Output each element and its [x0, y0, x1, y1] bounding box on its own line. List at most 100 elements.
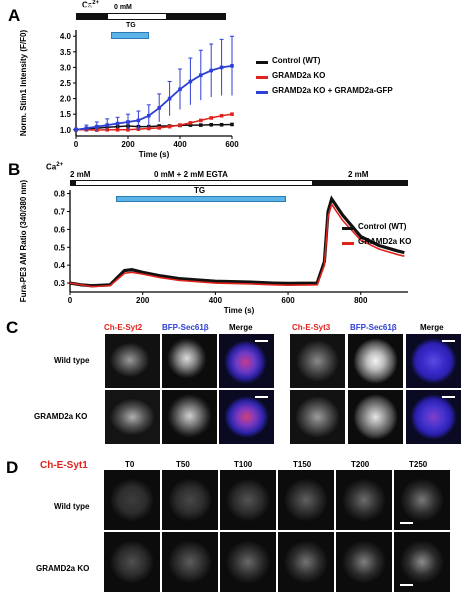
panel-d-t250-label: T250: [409, 460, 428, 469]
x-axis-title: Time (s): [139, 150, 170, 159]
y-tick-label: 0.4: [54, 261, 66, 270]
panel-a-bar-label-3: 2 mM: [175, 4, 193, 11]
data-point: [209, 122, 213, 127]
panel-a-bar-2mm-1: [76, 13, 107, 20]
panel-d-image-wt-t250: [394, 470, 450, 530]
panel-d-image-wt-t100: [220, 470, 276, 530]
data-point: [209, 68, 213, 73]
panel-d-scale-bar-wt: [400, 522, 413, 524]
data-point: [147, 126, 151, 131]
panel-c-row-wt: Wild type: [54, 356, 90, 365]
data-point: [188, 121, 193, 125]
data-point: [105, 123, 109, 127]
panel-a-bar-2mm-2: [167, 13, 226, 20]
panel-a-ca-label: Ca2+: [82, 0, 100, 10]
data-point: [147, 113, 151, 118]
data-point: [178, 123, 182, 127]
x-axis-title: Time (s): [224, 306, 255, 315]
y-tick-label: 1.0: [60, 126, 72, 135]
panel-c-label: C: [6, 318, 19, 337]
y-tick-label: 0.7: [54, 207, 66, 216]
data-point: [157, 124, 161, 128]
data-point: [115, 121, 120, 126]
panel-c-right-blue-header: BFP-Sec61β: [350, 323, 397, 332]
panel-b-label: B: [8, 160, 21, 179]
panel-a-bar-0mm: [107, 13, 167, 20]
legend-b-control: Control (WT): [342, 222, 462, 237]
y-tick-label: 3.0: [60, 63, 72, 72]
panel-d-image-ko-t250: [394, 532, 450, 592]
panel-c-wt-merge-right-image: [406, 334, 461, 388]
panel-a-legend: Control (WT) GRAMD2a KO GRAMD2a KO + GRA…: [256, 56, 466, 101]
series-line-1: [75, 123, 233, 131]
x-tick-label: 800: [354, 296, 368, 305]
panel-b-ca-label: Ca2+: [46, 162, 64, 172]
panel-c-ko-sec61-right-image: [348, 390, 403, 444]
legend-a-rescue: GRAMD2a KO + GRAMD2a-GFP: [256, 86, 466, 101]
panel-d-title: Ch-E-Syt1: [40, 460, 88, 471]
panel-a-bar-label-1: 2 mM: [78, 4, 96, 11]
panel-c-right-red-header: Ch-E-Syt3: [292, 323, 331, 332]
data-point: [188, 79, 193, 84]
panel-c-ko-syt3-image: [290, 390, 345, 444]
series-line-2: [76, 113, 233, 131]
panel-d-image-ko-t0: [104, 532, 160, 592]
panel-b-bar-label-1: 2 mM: [70, 170, 91, 179]
panel-c-ko-merge-image: [219, 390, 274, 444]
panel-a-chart: 0 200 400 600 1.0 1.5 2.0 2.5 3.0 3.5 4.0 Time (s) N…: [19, 30, 239, 159]
y-tick-label: 3.5: [60, 48, 72, 57]
series-line-2: [69, 202, 405, 288]
panel-c-wt-sec61-image: [162, 334, 217, 388]
y-tick-label: 0.6: [54, 225, 66, 234]
panel-d-label: D: [6, 458, 19, 477]
panel-c-left-merge-header: Merge: [229, 323, 253, 332]
panel-d-t0-label: T0: [125, 460, 135, 469]
data-point: [126, 120, 130, 124]
data-point: [167, 124, 172, 129]
legend-b-ko-swatch: [342, 242, 354, 245]
y-tick-label: 0.5: [54, 243, 66, 252]
legend-a-ko: GRAMD2a KO: [256, 71, 466, 86]
x-tick-label: 600: [281, 296, 295, 305]
data-point: [157, 106, 161, 110]
legend-b-control-label: Control (WT): [358, 222, 407, 231]
panel-c-ko-sec61-image: [162, 390, 217, 444]
panel-b-bar-label-3: 2 mM: [348, 170, 369, 179]
panel-b-tg-label: TG: [194, 186, 206, 195]
x-tick-label: 200: [121, 140, 135, 149]
panel-c-row-ko: GRAMD2a KO: [34, 412, 88, 421]
x-tick-label: 600: [225, 140, 239, 149]
data-point: [178, 87, 182, 92]
panel-b-ca-bar: [70, 180, 408, 186]
panel-d-image-wt-t150: [278, 470, 334, 530]
legend-a-control: Control (WT): [256, 56, 466, 71]
panel-d-image-wt-t0: [104, 470, 160, 530]
panel-b-bar-label-2: 0 mM + 2 mM EGTA: [154, 170, 228, 179]
data-point: [95, 124, 99, 129]
legend-a-rescue-swatch: [256, 91, 268, 94]
legend-b-control-swatch: [342, 227, 354, 230]
panel-d-scale-bar-ko: [400, 584, 413, 586]
panel-c-wt-sec61-right-image: [348, 334, 403, 388]
y-tick-label: 0.8: [54, 190, 66, 199]
legend-a-control-label: Control (WT): [272, 56, 321, 65]
data-point: [219, 113, 224, 118]
data-point: [209, 116, 213, 120]
panel-d-image-wt-t200: [336, 470, 392, 530]
x-tick-label: 400: [173, 140, 187, 149]
panel-d-t150-label: T150: [293, 460, 312, 469]
legend-a-control-swatch: [256, 61, 268, 64]
panel-a-tg-label: TG: [126, 22, 136, 29]
x-tick-label: 0: [68, 296, 73, 305]
data-point: [74, 127, 78, 132]
data-point: [136, 118, 141, 123]
series-line-3: [75, 64, 233, 131]
panel-c-wt-merge-image: [219, 334, 274, 388]
y-tick-label: 2.0: [60, 95, 72, 104]
data-point: [188, 123, 193, 127]
y-tick-label: 4.0: [60, 32, 72, 41]
legend-b-ko: GRAMD2a KO: [342, 237, 462, 252]
panel-c-left-red-header: Ch-E-Syt2: [104, 323, 143, 332]
y-axis-title: Norm. Stim1 Intensity (F/F0): [19, 30, 28, 137]
data-point: [199, 73, 203, 78]
